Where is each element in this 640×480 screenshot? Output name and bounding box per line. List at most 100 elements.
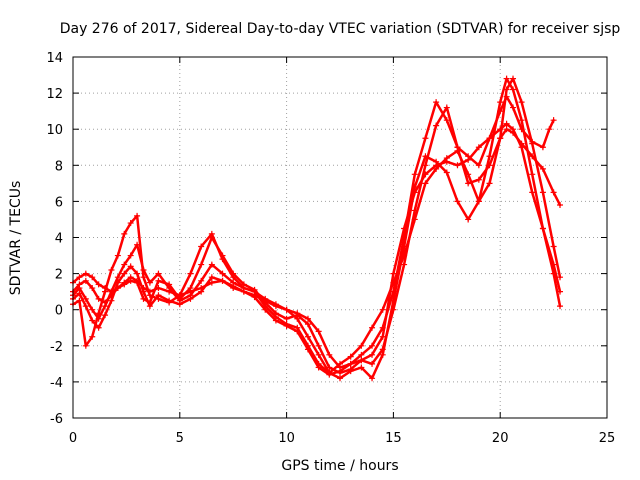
data-point [411, 207, 418, 214]
data-point [95, 310, 102, 317]
data-point [95, 324, 102, 331]
data-point [358, 357, 365, 364]
data-point [379, 346, 386, 353]
data-point [166, 281, 173, 288]
data-point [503, 93, 510, 100]
tick-layer [72, 56, 608, 419]
data-point [550, 243, 557, 250]
data-point [155, 292, 162, 299]
data-point [198, 288, 205, 295]
data-point [108, 266, 115, 273]
data-point [155, 277, 162, 284]
data-point [240, 288, 247, 295]
data-point [272, 317, 279, 324]
data-point [208, 279, 215, 286]
data-point [304, 321, 311, 328]
data-point [347, 360, 354, 367]
data-point [369, 351, 376, 358]
data-point [529, 189, 536, 196]
data-point [369, 342, 376, 349]
data-point [422, 135, 429, 142]
data-point [475, 198, 482, 205]
data-point [262, 299, 269, 306]
data-point [127, 220, 134, 227]
data-point [102, 288, 109, 295]
data-point [102, 299, 109, 306]
data-point [497, 108, 504, 115]
data-point [411, 171, 418, 178]
data-point [475, 162, 482, 169]
data-point [121, 270, 128, 277]
data-point [465, 180, 472, 187]
data-point [82, 342, 89, 349]
data-point [208, 274, 215, 281]
data-point [433, 158, 440, 165]
data-point [208, 261, 215, 268]
data-point [465, 153, 472, 160]
data-point [503, 126, 510, 133]
data-point [546, 126, 553, 133]
data-point [127, 263, 134, 270]
data-point [240, 281, 247, 288]
data-point [82, 277, 89, 284]
data-point [304, 315, 311, 322]
data-point [369, 375, 376, 382]
data-point [347, 353, 354, 360]
data-layer [70, 75, 564, 382]
data-point [114, 274, 121, 281]
series-track-d [70, 104, 564, 376]
y-tick-label: 14 [46, 51, 63, 66]
data-point [326, 351, 333, 358]
data-point [337, 360, 343, 367]
data-point [401, 234, 408, 241]
data-point [550, 189, 557, 196]
data-point [497, 99, 504, 106]
data-point [146, 279, 153, 286]
x-tick-label: 15 [385, 431, 402, 446]
data-point [443, 155, 450, 162]
data-point [550, 117, 557, 124]
data-point [89, 306, 96, 313]
data-point [230, 283, 237, 290]
data-point [283, 315, 290, 322]
data-point [358, 364, 365, 371]
data-point [89, 274, 96, 281]
data-point [121, 261, 128, 268]
data-point [337, 375, 343, 382]
data-point [294, 312, 301, 319]
data-point [539, 189, 546, 196]
data-point [369, 360, 376, 367]
data-point [140, 288, 147, 295]
x-tick-label: 0 [69, 431, 77, 446]
x-tick-label: 25 [599, 431, 616, 446]
data-point [422, 162, 429, 169]
data-point [114, 252, 121, 259]
data-point [518, 140, 525, 147]
data-point [114, 279, 121, 286]
data-point [89, 333, 96, 340]
data-point [283, 306, 290, 313]
data-point [166, 297, 173, 304]
data-point [82, 303, 89, 310]
data-point [219, 252, 226, 259]
data-point [518, 126, 525, 133]
data-point [433, 122, 440, 129]
data-point [347, 366, 354, 373]
data-point [315, 364, 322, 371]
data-point [326, 371, 333, 378]
data-point [176, 301, 183, 308]
data-point [529, 171, 536, 178]
data-point [187, 285, 194, 292]
data-point [369, 324, 376, 331]
data-point [108, 297, 115, 304]
data-point [251, 286, 258, 293]
data-point [433, 99, 440, 106]
data-point [518, 99, 525, 106]
data-point [187, 295, 194, 302]
data-point [379, 324, 386, 331]
data-point [95, 281, 102, 288]
data-point [76, 281, 83, 288]
y-tick-label: 4 [55, 232, 63, 247]
data-point [443, 104, 450, 111]
